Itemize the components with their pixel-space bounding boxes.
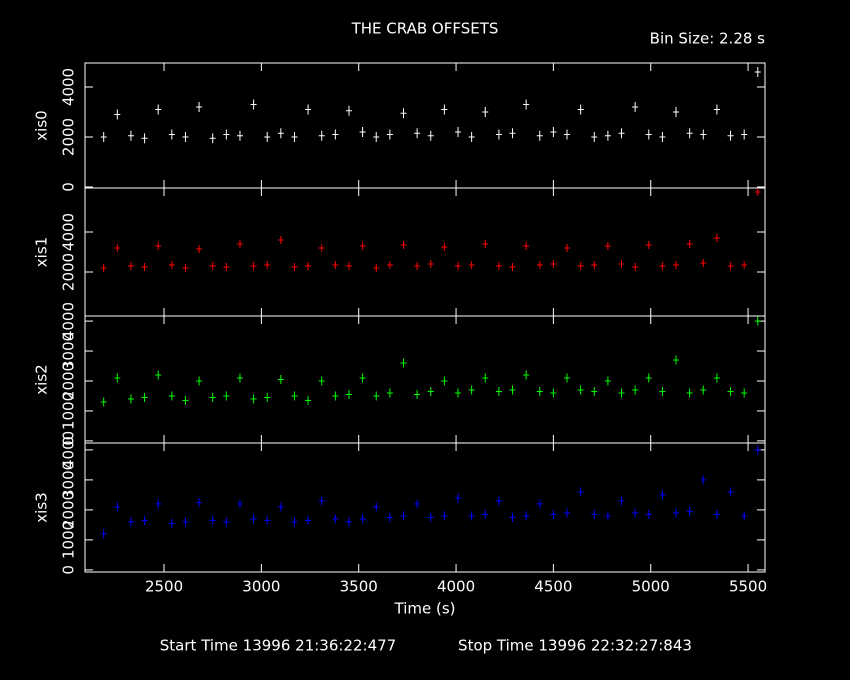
y-tick-label: 3000 — [60, 461, 78, 499]
y-axis-label: xis1 — [33, 237, 51, 267]
y-axis-label: xis3 — [33, 492, 51, 522]
panel-frame — [84, 315, 766, 444]
y-tick-label: 1000 — [60, 392, 78, 430]
y-tick-label: 2000 — [60, 118, 78, 156]
x-tick-label: 4000 — [437, 578, 475, 596]
y-tick-label: 0 — [60, 565, 78, 575]
x-tick-label: 5500 — [729, 578, 767, 596]
chart-title: THE CRAB OFFSETS — [351, 20, 499, 38]
y-axis-label: xis2 — [33, 364, 51, 394]
panel-frame — [84, 442, 766, 573]
y-tick-label: 4000 — [60, 431, 78, 469]
start-time: Start Time 13996 21:36:22:477 — [160, 637, 396, 655]
y-tick-label: 2000 — [60, 362, 78, 400]
bin-size: Bin Size: 2.28 s — [650, 30, 766, 48]
y-tick-label: 2000 — [60, 491, 78, 529]
x-tick-label: 3000 — [242, 578, 280, 596]
x-tick-label: 5000 — [632, 578, 670, 596]
x-tick-label: 2500 — [145, 578, 183, 596]
y-tick-label: 3000 — [60, 332, 78, 370]
y-tick-label: 4000 — [60, 68, 78, 106]
y-tick-label: 4000 — [60, 302, 78, 340]
y-tick-label: 2000 — [60, 253, 78, 291]
y-tick-label: 1000 — [60, 521, 78, 559]
panel-frame — [84, 62, 766, 189]
x-tick-label: 4500 — [534, 578, 572, 596]
x-axis-label: Time (s) — [394, 600, 456, 618]
y-tick-label: 0 — [60, 182, 78, 192]
stop-time: Stop Time 13996 22:32:27:843 — [458, 637, 692, 655]
y-tick-label: 0 — [60, 436, 78, 446]
x-tick-label: 3500 — [340, 578, 378, 596]
y-axis-label: xis0 — [33, 110, 51, 140]
y-tick-label: 4000 — [60, 213, 78, 251]
panel-frame — [84, 187, 766, 317]
